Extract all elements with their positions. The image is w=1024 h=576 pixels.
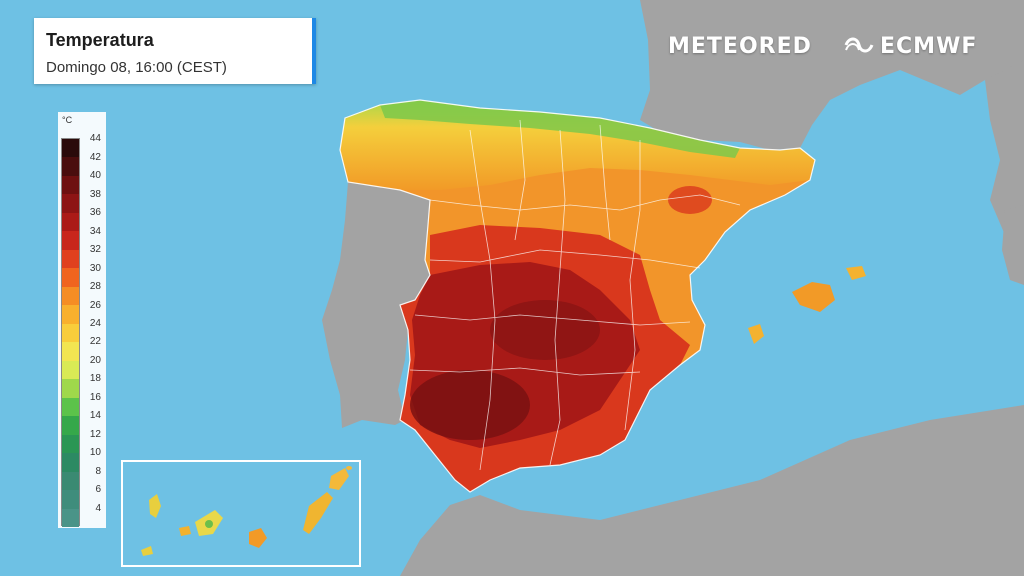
legend-swatch — [62, 342, 79, 362]
map-subtitle: Domingo 08, 16:00 (CEST) — [46, 59, 227, 76]
legend-swatch — [62, 360, 79, 380]
meteored-logo: METEORED — [668, 34, 812, 59]
legend-swatch — [62, 305, 79, 325]
legend-swatch — [62, 508, 79, 528]
legend-tick-label: 28 — [89, 281, 101, 293]
legend-swatch — [62, 471, 79, 491]
temperature-legend: °C 44 42 40 38 36 34 32 30 28 26 24 22 20 18 16 14 12 10 8… — [58, 112, 106, 528]
ecmwf-logo: ECMWF — [880, 34, 978, 59]
north-coast-green — [380, 100, 740, 158]
legend-swatch — [62, 194, 79, 214]
la-palma-island — [149, 494, 161, 518]
sardinia-land — [1002, 205, 1024, 285]
legend-color-bar — [61, 138, 80, 528]
la-gomera-island — [179, 526, 191, 536]
legend-tick-label: 10 — [89, 447, 101, 459]
ecmwf-swirl-icon — [844, 37, 874, 53]
el-hierro-island — [141, 546, 153, 556]
legend-tick-label: 32 — [89, 244, 101, 256]
legend-tick-label: 18 — [89, 373, 101, 385]
legend-swatch — [62, 323, 79, 343]
legend-tick-label: 26 — [89, 299, 101, 311]
gran-canaria-island — [249, 528, 267, 548]
legend-tick-label: 6 — [95, 484, 101, 496]
canary-islands-inset — [121, 460, 361, 567]
lanzarote-island — [329, 468, 349, 490]
guadalquivir-hotspot — [410, 370, 530, 440]
legend-tick-label: 14 — [89, 410, 101, 422]
map-title: Temperatura — [46, 30, 154, 50]
mallorca-island — [792, 282, 835, 312]
legend-tick-label: 22 — [89, 336, 101, 348]
legend-tick-label: 30 — [89, 262, 101, 274]
legend-tick-label: 8 — [95, 465, 101, 477]
legend-swatch — [62, 379, 79, 399]
legend-swatch — [62, 212, 79, 232]
legend-swatch — [62, 231, 79, 251]
ibiza-island — [748, 324, 764, 344]
spain-outline — [339, 99, 816, 493]
legend-swatch — [62, 157, 79, 177]
legend-tick-label: 24 — [89, 318, 101, 329]
title-card: Temperatura Domingo 08, 16:00 (CEST) — [34, 18, 316, 84]
menorca-island — [846, 266, 866, 280]
legend-tick-label: 20 — [89, 354, 101, 366]
africa-land — [400, 405, 1024, 576]
ebro-hotspot — [668, 186, 712, 214]
legend-swatch — [62, 397, 79, 417]
france-land — [640, 0, 1024, 150]
legend-swatch — [62, 249, 79, 269]
legend-unit: °C — [62, 115, 73, 125]
legend-tick-label: 44 — [89, 133, 101, 145]
fuerteventura-island — [303, 492, 333, 534]
legend-swatch — [62, 416, 79, 436]
legend-swatch — [62, 434, 79, 454]
la-graciosa-island — [346, 466, 352, 470]
legend-tick-label: 36 — [89, 207, 101, 219]
canary-islands-map — [141, 466, 352, 556]
portugal-land — [322, 182, 430, 428]
legend-swatch — [62, 268, 79, 288]
legend-swatch — [62, 453, 79, 473]
province-borders — [409, 119, 741, 471]
legend-swatch — [62, 139, 79, 158]
legend-swatch — [62, 490, 79, 510]
legend-tick-label: 40 — [89, 170, 101, 182]
legend-swatch — [62, 175, 79, 195]
teide-cool-spot — [205, 520, 213, 528]
legend-tick-label: 4 — [95, 502, 101, 514]
legend-swatch — [62, 286, 79, 306]
legend-tick-label: 38 — [89, 188, 101, 200]
italy-land — [985, 60, 1024, 250]
legend-tick-label: 16 — [89, 391, 101, 403]
legend-tick-label: 34 — [89, 225, 101, 237]
legend-tick-label: 12 — [89, 428, 101, 440]
title-accent-bar — [312, 18, 316, 84]
legend-tick-label: 42 — [89, 151, 101, 163]
la-mancha-hotspot — [490, 300, 600, 360]
